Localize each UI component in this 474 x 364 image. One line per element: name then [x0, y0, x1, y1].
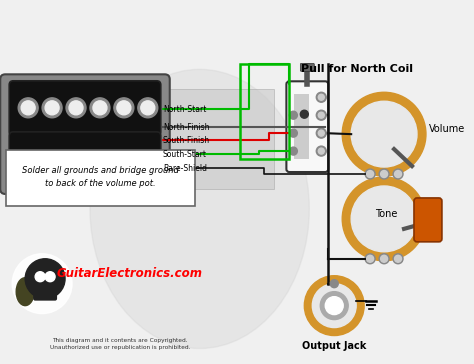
Circle shape — [35, 272, 45, 282]
Circle shape — [366, 255, 374, 262]
Text: Pull for North Coil: Pull for North Coil — [301, 64, 413, 74]
Text: Bare-Shield: Bare-Shield — [163, 163, 207, 173]
Circle shape — [42, 152, 62, 172]
Circle shape — [365, 254, 375, 264]
Circle shape — [351, 186, 417, 252]
Circle shape — [381, 171, 388, 178]
FancyBboxPatch shape — [414, 198, 442, 242]
Circle shape — [366, 171, 374, 178]
Circle shape — [69, 101, 83, 115]
Circle shape — [316, 146, 326, 156]
Circle shape — [318, 112, 324, 118]
FancyBboxPatch shape — [0, 74, 170, 194]
Circle shape — [316, 128, 326, 138]
Text: South-Start: South-Start — [163, 150, 207, 159]
Circle shape — [316, 92, 326, 102]
Circle shape — [289, 129, 297, 137]
FancyBboxPatch shape — [301, 63, 314, 71]
FancyBboxPatch shape — [6, 150, 195, 206]
Circle shape — [69, 155, 83, 169]
Circle shape — [289, 147, 297, 155]
Circle shape — [117, 101, 131, 115]
Circle shape — [90, 98, 110, 118]
Circle shape — [138, 152, 158, 172]
Circle shape — [318, 130, 324, 136]
Circle shape — [394, 171, 401, 178]
Circle shape — [379, 254, 389, 264]
Text: Tone: Tone — [375, 209, 397, 219]
Text: GuitarElectronics.com: GuitarElectronics.com — [57, 267, 203, 280]
Circle shape — [320, 292, 348, 320]
Circle shape — [21, 155, 35, 169]
Circle shape — [393, 169, 403, 179]
Ellipse shape — [90, 70, 310, 348]
Circle shape — [393, 254, 403, 264]
Circle shape — [45, 155, 59, 169]
FancyBboxPatch shape — [9, 132, 161, 187]
FancyBboxPatch shape — [160, 89, 274, 189]
Circle shape — [325, 297, 343, 314]
Circle shape — [381, 255, 388, 262]
Circle shape — [93, 101, 107, 115]
FancyBboxPatch shape — [294, 94, 310, 159]
Circle shape — [394, 255, 401, 262]
Circle shape — [312, 284, 356, 328]
Text: North-Finish: North-Finish — [163, 123, 209, 132]
Text: Volume: Volume — [429, 124, 465, 134]
Circle shape — [318, 94, 324, 100]
FancyBboxPatch shape — [9, 81, 161, 136]
Circle shape — [304, 276, 364, 336]
Circle shape — [114, 152, 134, 172]
Circle shape — [379, 169, 389, 179]
Circle shape — [42, 98, 62, 118]
Text: Solder all grounds and bridge ground
to back of the volume pot.: Solder all grounds and bridge ground to … — [21, 166, 178, 188]
Circle shape — [66, 98, 86, 118]
Circle shape — [289, 111, 297, 119]
Text: Output Jack: Output Jack — [302, 340, 366, 351]
Circle shape — [117, 155, 131, 169]
Circle shape — [138, 98, 158, 118]
Text: This diagram and it contents are Copyrighted.
Unauthorized use or republication : This diagram and it contents are Copyrig… — [50, 337, 190, 349]
Circle shape — [45, 272, 55, 282]
Circle shape — [330, 280, 338, 288]
Circle shape — [114, 98, 134, 118]
Circle shape — [342, 92, 426, 176]
Circle shape — [318, 148, 324, 154]
Ellipse shape — [16, 278, 34, 306]
Circle shape — [18, 152, 38, 172]
FancyBboxPatch shape — [286, 81, 328, 172]
Text: South-Finish: South-Finish — [163, 136, 210, 145]
Circle shape — [25, 259, 65, 298]
Circle shape — [90, 152, 110, 172]
Circle shape — [18, 98, 38, 118]
Circle shape — [301, 110, 308, 118]
Circle shape — [342, 177, 426, 261]
FancyBboxPatch shape — [33, 285, 57, 301]
Circle shape — [93, 155, 107, 169]
Circle shape — [316, 110, 326, 120]
Circle shape — [351, 101, 417, 167]
Text: North-Start: North-Start — [163, 105, 206, 114]
Circle shape — [141, 101, 155, 115]
Circle shape — [21, 101, 35, 115]
Circle shape — [12, 254, 72, 314]
Circle shape — [365, 169, 375, 179]
Text: Seymour Duncan: Seymour Duncan — [48, 158, 128, 167]
Circle shape — [45, 101, 59, 115]
Circle shape — [141, 155, 155, 169]
Circle shape — [66, 152, 86, 172]
